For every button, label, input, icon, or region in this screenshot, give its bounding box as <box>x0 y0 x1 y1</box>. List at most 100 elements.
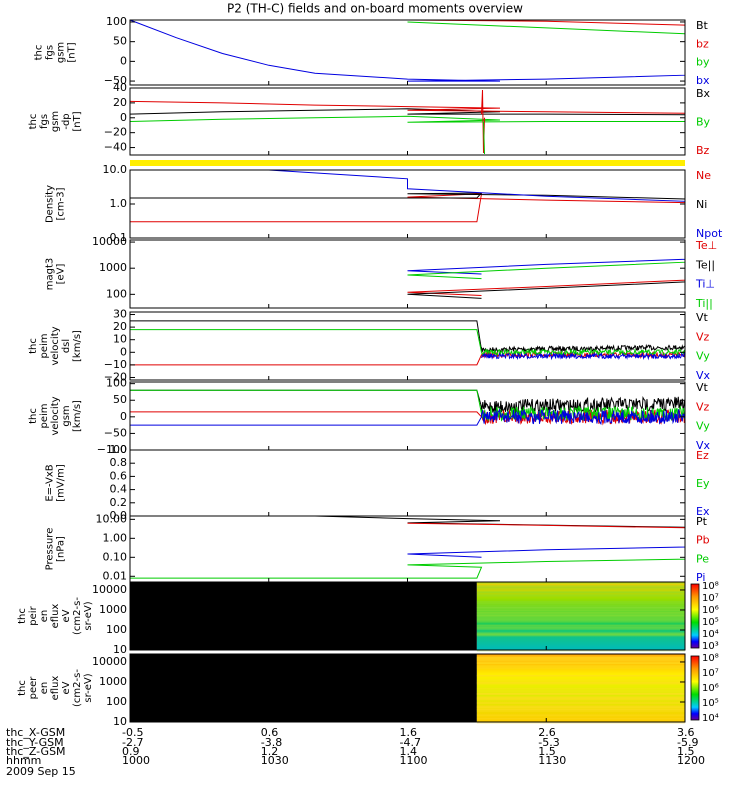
series-line <box>407 545 686 558</box>
colorbar-tick-label: 10⁴ <box>702 629 719 640</box>
ylabel-line: [km/s] <box>72 400 83 432</box>
legend-entry: Bz <box>696 144 710 157</box>
y-tick-label: 0 <box>120 345 127 358</box>
y-tick-label: 100 <box>106 695 127 708</box>
spectrum-band <box>476 600 685 604</box>
spectrum-band <box>476 609 685 611</box>
ylabel-line: fgs <box>39 114 50 129</box>
spectrum-band <box>476 667 685 670</box>
colorbar-tick-label: 10⁸ <box>702 581 719 592</box>
y-tick-label: −40 <box>104 141 127 154</box>
colorbar-tick-label: 10⁶ <box>702 683 719 694</box>
colorbar <box>690 655 700 721</box>
y-tick-label: −50 <box>104 74 127 87</box>
y-tick-label: 10.00 <box>96 512 128 525</box>
axis-value: 2.6 <box>538 726 556 739</box>
ylabel-line: eflux <box>50 604 61 629</box>
spectrum-band <box>476 708 685 711</box>
no-data-region <box>130 582 477 650</box>
spectrum-band <box>476 607 685 609</box>
no-data-region <box>130 654 477 722</box>
ylabel-line: [eV] <box>56 264 67 285</box>
y-tick-label: 1.0 <box>110 443 128 456</box>
spectrum-band <box>476 706 685 709</box>
spectrum-band <box>476 582 685 584</box>
axis-value: 1130 <box>538 754 566 767</box>
spectrum-band <box>476 659 685 662</box>
axis-row-label: thc_Z-GSM <box>6 745 66 758</box>
legend-entry: Vx <box>696 439 711 452</box>
panel-pressure: Pressure[nPa] Pt Pb Pe Pi 10.00 1.00 0.10 0.01 <box>45 512 710 584</box>
y-tick-label: 0 <box>120 111 127 124</box>
y-tick-label: −10 <box>104 358 127 371</box>
axis-value: -3.8 <box>261 736 282 749</box>
y-tick-label: 1.0 <box>110 197 128 210</box>
y-tick-label: 100 <box>106 377 127 390</box>
ylabel-line: eflux <box>50 676 61 701</box>
axis-value: 1000 <box>122 754 150 767</box>
spectrum-band <box>476 594 685 597</box>
spectrum-band <box>476 696 685 698</box>
panel-ylabel: Pressure[nPa] <box>45 528 67 571</box>
legend-entry: Vy <box>696 420 710 433</box>
axis-value: 3.6 <box>677 726 695 739</box>
axis-value: 0.9 <box>122 745 140 758</box>
spectrum-band <box>476 682 685 685</box>
legend-entry: by <box>696 56 710 69</box>
legend-entry: Pe <box>696 552 709 565</box>
y-tick-label: 100 <box>106 623 127 636</box>
spectrum-band <box>476 717 685 720</box>
legend-entry: bx <box>696 74 710 87</box>
legend-entry: Ex <box>696 505 710 518</box>
ylabel-line: thc <box>17 680 28 696</box>
spectrum-band <box>476 659 685 662</box>
axis-row-label: hhmm <box>6 754 41 767</box>
spectrum-band <box>476 714 685 717</box>
y-tick-label: 100 <box>106 15 127 28</box>
legend-entry: Te|| <box>695 258 715 271</box>
spectrum-band <box>476 617 685 619</box>
spectrogram <box>476 654 685 722</box>
y-tick-label: 0.01 <box>103 569 128 582</box>
spectrum-band <box>476 627 685 629</box>
spectrum-band <box>476 701 685 705</box>
panel-fgs_dp: thcfgsgsm-dp[nT] Bx By Bz 40 20 0 −20 −40 <box>28 81 711 157</box>
ylabel-line: en <box>39 682 50 695</box>
ylabel-line: fgs <box>45 45 56 60</box>
spectrum-band <box>476 633 685 636</box>
spectrum-band <box>476 679 685 682</box>
y-tick-label: 0.0 <box>110 509 128 522</box>
ylabel-line: peim <box>39 403 50 428</box>
axis-value: -0.5 <box>122 726 143 739</box>
panel-ylabel: thcfgsgsm-dp[nT] <box>28 111 83 132</box>
spectrum-band <box>476 627 685 631</box>
ylabel-line: peim <box>39 333 50 358</box>
spectrum-band <box>476 624 685 627</box>
y-tick-label: 0.1 <box>110 231 128 244</box>
ylabel-line: peer <box>28 676 39 700</box>
series-line <box>129 115 686 123</box>
ylabel-line: Pressure <box>45 528 56 571</box>
y-tick-label: 0.10 <box>103 550 128 563</box>
ylabel-line: thc <box>34 45 45 61</box>
spectrum-band <box>476 618 685 620</box>
spectrum-band <box>476 655 685 658</box>
series-line <box>130 555 686 579</box>
colorbar-tick-label: 10⁸ <box>702 653 719 664</box>
legend-entry: Npot <box>696 227 723 240</box>
y-tick-label: 1000 <box>99 603 127 616</box>
axis-value: -4.7 <box>400 736 421 749</box>
spectrum-band <box>476 606 685 610</box>
axis-value: -5.9 <box>677 736 698 749</box>
y-tick-label: 10 <box>113 715 127 728</box>
panel-frame <box>129 311 686 381</box>
spectrum-band <box>476 656 685 659</box>
spectrum-band <box>476 612 685 614</box>
ylabel-line: [mV/m] <box>56 464 67 502</box>
panel-ylabel: thcpeimvelocitygsm[km/s] <box>28 396 83 435</box>
legend-entry: Ti|| <box>695 297 713 310</box>
spectrum-band <box>476 674 685 677</box>
panel-ylabel: magt3[eV] <box>45 258 67 291</box>
legend-entry: Vz <box>696 330 710 343</box>
ylabel-line: [nPa] <box>56 536 67 562</box>
